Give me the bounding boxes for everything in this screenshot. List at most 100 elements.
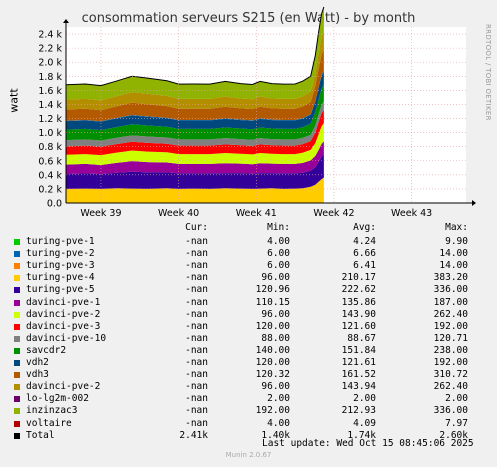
x-tick-label-4: Week 43 <box>391 208 432 219</box>
legend-swatch <box>14 311 20 318</box>
legend-swatch <box>14 287 20 294</box>
y-tick-label-3: 0.6 k <box>38 156 62 167</box>
legend-avg-value: 210.17 <box>341 272 376 284</box>
legend-cur-value: -nan <box>185 405 208 417</box>
legend-swatch <box>14 323 20 330</box>
legend-max-value: 336.00 <box>433 284 468 296</box>
legend-min-value: 4.00 <box>267 417 290 429</box>
legend-cur-value: -nan <box>185 272 208 284</box>
legend-max-value: 2.60k <box>439 429 468 441</box>
legend-max-value: 262.40 <box>433 381 468 393</box>
series-area-3 <box>66 123 324 165</box>
legend-cur-value: -nan <box>185 236 208 247</box>
legend-min-value: 96.00 <box>261 308 290 320</box>
legend-avg-value: 6.66 <box>353 248 376 260</box>
legend-max-value: 14.00 <box>439 248 468 260</box>
legend-cur-value: -nan <box>185 417 208 429</box>
y-tick-label-4: 0.8 k <box>38 142 62 153</box>
legend-min-value: 6.00 <box>267 248 290 260</box>
y-tick-label-6: 1.2 k <box>38 114 62 125</box>
legend-avg-value: 121.60 <box>341 320 376 332</box>
legend-swatch <box>14 251 20 258</box>
legend-swatch <box>14 347 20 354</box>
legend-series-name: turing-pve-1 <box>26 236 95 247</box>
legend-series-name: davinci-pve-3 <box>26 320 101 332</box>
legend-avg-value: 4.24 <box>353 236 376 247</box>
y-tick-label-8: 1.6 k <box>38 86 62 97</box>
legend-max-value: 9.90 <box>445 236 468 247</box>
legend-series-name: turing-pve-4 <box>26 272 95 284</box>
legend-avg-value: 143.90 <box>341 308 376 320</box>
area-chart: 0.0 0.2 k 0.4 k 0.6 k 0.8 k 1.0 k 1.2 k 1.4 k 1.… <box>38 6 476 219</box>
legend-cur-value: -nan <box>185 381 208 393</box>
legend-max-value: 238.00 <box>433 344 468 356</box>
legend-max-value: 336.00 <box>433 405 468 417</box>
legend-series-name: turing-pve-5 <box>26 284 95 296</box>
legend-avg-value: 121.61 <box>341 357 376 368</box>
series-area-7 <box>66 71 324 131</box>
x-tick-label-1: Week 40 <box>158 208 199 219</box>
legend-swatch <box>14 432 20 439</box>
legend-min-value: 110.15 <box>255 296 290 308</box>
legend-max-value: 383.20 <box>433 272 468 284</box>
col-header-max: Max: <box>445 222 468 233</box>
y-tick-label-11: 2.2 k <box>38 44 62 55</box>
legend-swatch <box>14 420 20 427</box>
legend-max-value: 120.71 <box>433 332 468 344</box>
series-area-1 <box>66 154 324 189</box>
legend-cur-value: -nan <box>185 284 208 296</box>
legend-cur-value: -nan <box>185 296 208 308</box>
legend-series-name: Total <box>26 429 55 441</box>
col-header-min: Min: <box>267 222 290 233</box>
series-area-10 <box>66 30 324 111</box>
chart-title: consommation serveurs S215 (en Watt) - b… <box>81 11 416 26</box>
legend-max-value: 192.00 <box>433 357 468 368</box>
legend-min-value: 120.00 <box>255 320 290 332</box>
legend-series-name: davinci-pve-2 <box>26 381 101 393</box>
x-axis-arrow <box>472 200 476 206</box>
legend-swatch <box>14 239 20 245</box>
x-tick-label-2: Week 41 <box>236 208 277 219</box>
series-area-6 <box>66 84 324 141</box>
legend-series-name: davinci-pve-1 <box>26 296 101 308</box>
legend-series-name: voltaire <box>26 417 72 429</box>
y-tick-label-2: 0.4 k <box>38 170 62 181</box>
legend-max-value: 262.40 <box>433 308 468 320</box>
legend-min-value: 96.00 <box>261 381 290 393</box>
y-tick-label-12: 2.4 k <box>38 30 62 41</box>
x-tick-label-0: Week 39 <box>80 208 121 219</box>
legend-avg-value: 1.74k <box>347 429 376 441</box>
munin-version: Munin 2.0.67 <box>225 451 272 459</box>
legend-series-name: vdh2 <box>26 357 49 368</box>
legend-swatch <box>14 408 20 415</box>
legend-avg-value: 6.41 <box>353 260 376 272</box>
y-tick-label-0: 0.0 <box>47 199 62 210</box>
legend-series-name: turing-pve-3 <box>26 260 95 272</box>
series-area-9 <box>66 48 324 122</box>
legend-max-value: 187.00 <box>433 296 468 308</box>
legend-avg-value: 222.62 <box>341 284 376 296</box>
legend-cur-value: -nan <box>185 344 208 356</box>
y-tick-label-1: 0.2 k <box>38 184 62 195</box>
legend-avg-value: 161.52 <box>341 369 376 381</box>
y-tick-label-10: 2.0 k <box>38 58 62 69</box>
legend-swatch <box>14 396 20 403</box>
series-area-4 <box>66 109 324 156</box>
legend-swatch <box>14 263 20 270</box>
legend-swatch <box>14 384 20 391</box>
legend-max-value: 7.97 <box>445 417 468 429</box>
series-area-0 <box>66 177 324 203</box>
legend-min-value: 192.00 <box>255 405 290 417</box>
legend-series-name: turing-pve-2 <box>26 248 95 260</box>
legend-series-name: lo-lg2m-002 <box>26 393 89 405</box>
legend-swatch <box>14 372 20 379</box>
legend-avg-value: 212.93 <box>341 405 376 417</box>
legend-max-value: 2.00 <box>445 393 468 405</box>
legend-series-name: davinci-pve-10 <box>26 332 107 344</box>
legend-cur-value: -nan <box>185 320 208 332</box>
legend-cur-value: -nan <box>185 369 208 381</box>
legend-avg-value: 2.00 <box>353 393 376 405</box>
legend-swatch <box>14 299 20 306</box>
legend-avg-value: 135.86 <box>341 296 376 308</box>
legend-cur-value: 2.41k <box>179 429 208 441</box>
